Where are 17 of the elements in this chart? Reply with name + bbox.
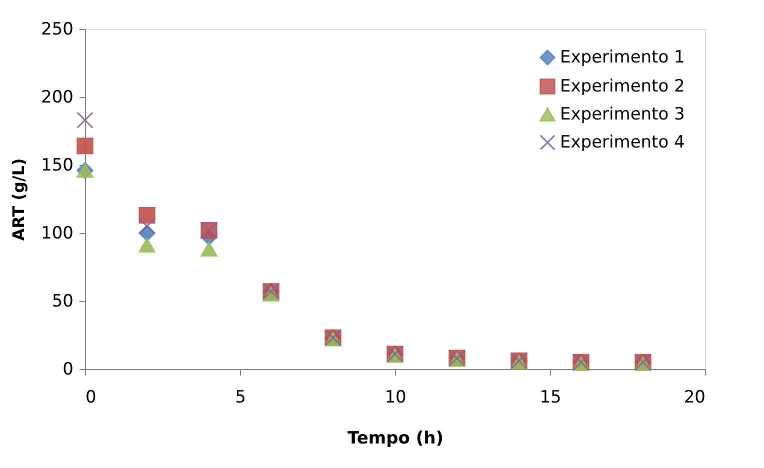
x-axis-title: Tempo (h) (348, 428, 444, 448)
legend-label: Experimento 1 (560, 48, 685, 68)
y-axis-title: ART (g/L) (9, 158, 28, 241)
y-tick-label: 250 (41, 20, 74, 40)
x-tick-label: 0 (86, 388, 96, 408)
y-tick-label: 50 (52, 292, 74, 312)
x-tick-label: 10 (384, 388, 406, 408)
x-tick-label: 5 (235, 388, 246, 408)
y-tick-label: 200 (41, 88, 74, 108)
x-tick-label: 20 (684, 388, 706, 408)
legend-label: Experimento 4 (560, 132, 685, 152)
x-tick-label: 15 (540, 388, 562, 408)
legend-label: Experimento 3 (560, 104, 685, 124)
y-tick-label: 0 (62, 360, 74, 380)
y-tick-label: 150 (41, 156, 74, 176)
y-tick-label: 100 (41, 224, 74, 244)
legend-label: Experimento 2 (560, 76, 685, 96)
